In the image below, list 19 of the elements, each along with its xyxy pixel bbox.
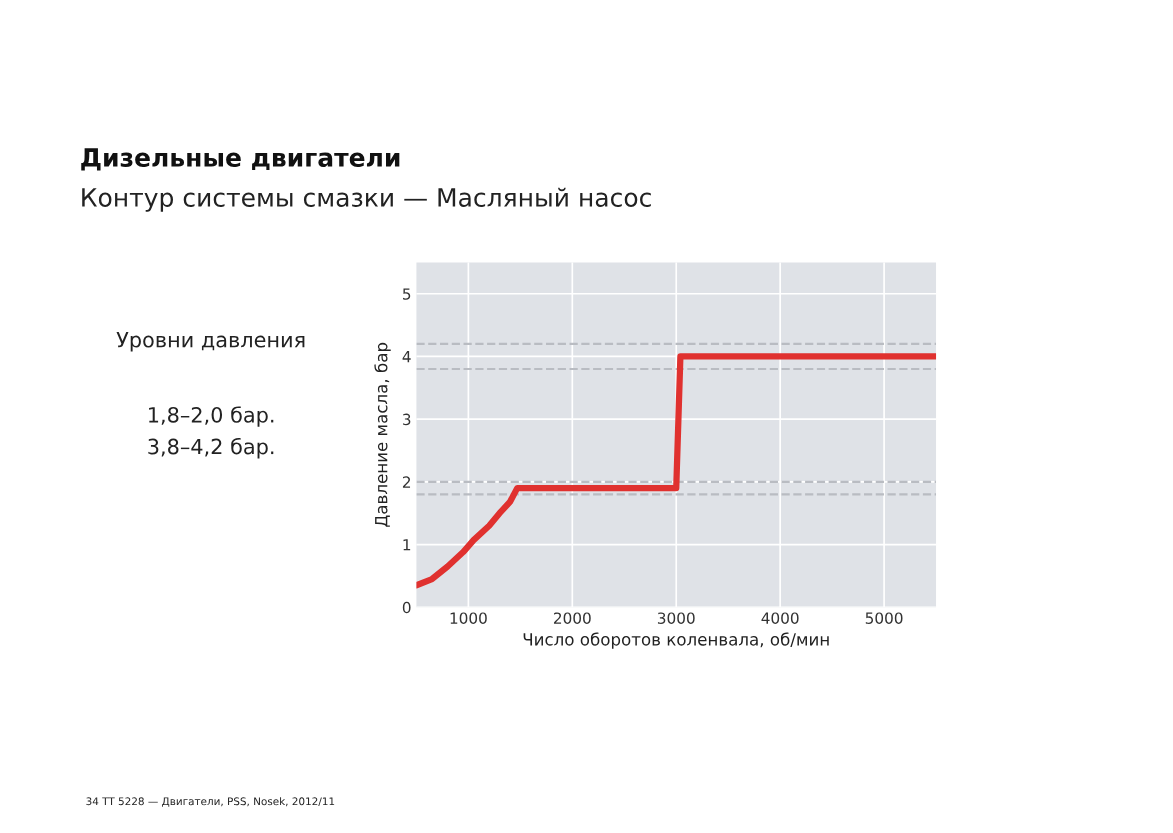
x-tick-label: 1000 (450, 612, 487, 624)
text: 34 TT 5228 — Двигатели, PSS, Nosek, 2012/11 (86, 797, 335, 807)
x-tick-label: 3000 (657, 612, 695, 624)
y-axis-title: Давление масла, бар (374, 342, 391, 527)
chart-title: Дизельные двигатели (81, 148, 400, 171)
x-tick-label: 4000 (761, 612, 799, 624)
y-tick-label: 2 (402, 476, 411, 488)
y-tick-label: 1 (403, 539, 411, 551)
y-tick-label: 4 (402, 351, 411, 363)
chart-subtitle: Контур системы смазки — Масляный насос (82, 187, 651, 212)
text: 1,8–2,0 бар. (149, 406, 274, 427)
x-tick-label: 2000 (553, 612, 591, 624)
y-tick-label: 0 (402, 601, 411, 614)
x-axis-title: Число оборотов коленвала, об/мин (523, 632, 829, 649)
y-tick-label: 5 (403, 288, 411, 300)
x-tick-label: 5000 (865, 612, 903, 624)
y-tick-label: 3 (403, 413, 411, 426)
text: Уровни давления (116, 332, 305, 352)
text: 3,8–4,2 бар. (148, 437, 274, 459)
